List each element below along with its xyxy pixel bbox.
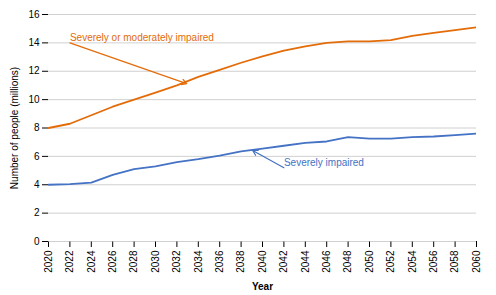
svg-text:Severely or moderately impaire: Severely or moderately impaired — [70, 32, 214, 43]
svg-text:2044: 2044 — [300, 250, 311, 273]
svg-text:0: 0 — [34, 236, 40, 247]
svg-text:2028: 2028 — [128, 250, 139, 273]
svg-text:2058: 2058 — [449, 250, 460, 273]
svg-text:2040: 2040 — [257, 250, 268, 273]
svg-text:Severely impaired: Severely impaired — [284, 157, 364, 168]
svg-text:4: 4 — [34, 179, 40, 190]
svg-text:2020: 2020 — [43, 250, 54, 273]
svg-text:2030: 2030 — [150, 250, 161, 273]
svg-text:2060: 2060 — [471, 250, 482, 273]
svg-text:2022: 2022 — [64, 250, 75, 273]
svg-text:2056: 2056 — [428, 250, 439, 273]
svg-text:2048: 2048 — [342, 250, 353, 273]
svg-text:2042: 2042 — [278, 250, 289, 273]
svg-text:2024: 2024 — [86, 250, 97, 273]
svg-text:Year: Year — [252, 281, 273, 292]
svg-text:2032: 2032 — [171, 250, 182, 273]
svg-text:2054: 2054 — [407, 250, 418, 273]
svg-text:14: 14 — [28, 37, 40, 48]
svg-text:2026: 2026 — [107, 250, 118, 273]
svg-text:2034: 2034 — [193, 250, 204, 273]
svg-text:12: 12 — [28, 65, 40, 76]
svg-text:2050: 2050 — [364, 250, 375, 273]
svg-text:10: 10 — [28, 94, 40, 105]
svg-text:2036: 2036 — [214, 250, 225, 273]
svg-text:Number of people (millions): Number of people (millions) — [9, 67, 20, 189]
svg-text:2038: 2038 — [235, 250, 246, 273]
svg-text:2: 2 — [34, 207, 40, 218]
svg-text:2052: 2052 — [385, 250, 396, 273]
svg-text:8: 8 — [34, 122, 40, 133]
svg-text:16: 16 — [28, 9, 40, 20]
svg-text:6: 6 — [34, 151, 40, 162]
svg-text:2046: 2046 — [321, 250, 332, 273]
